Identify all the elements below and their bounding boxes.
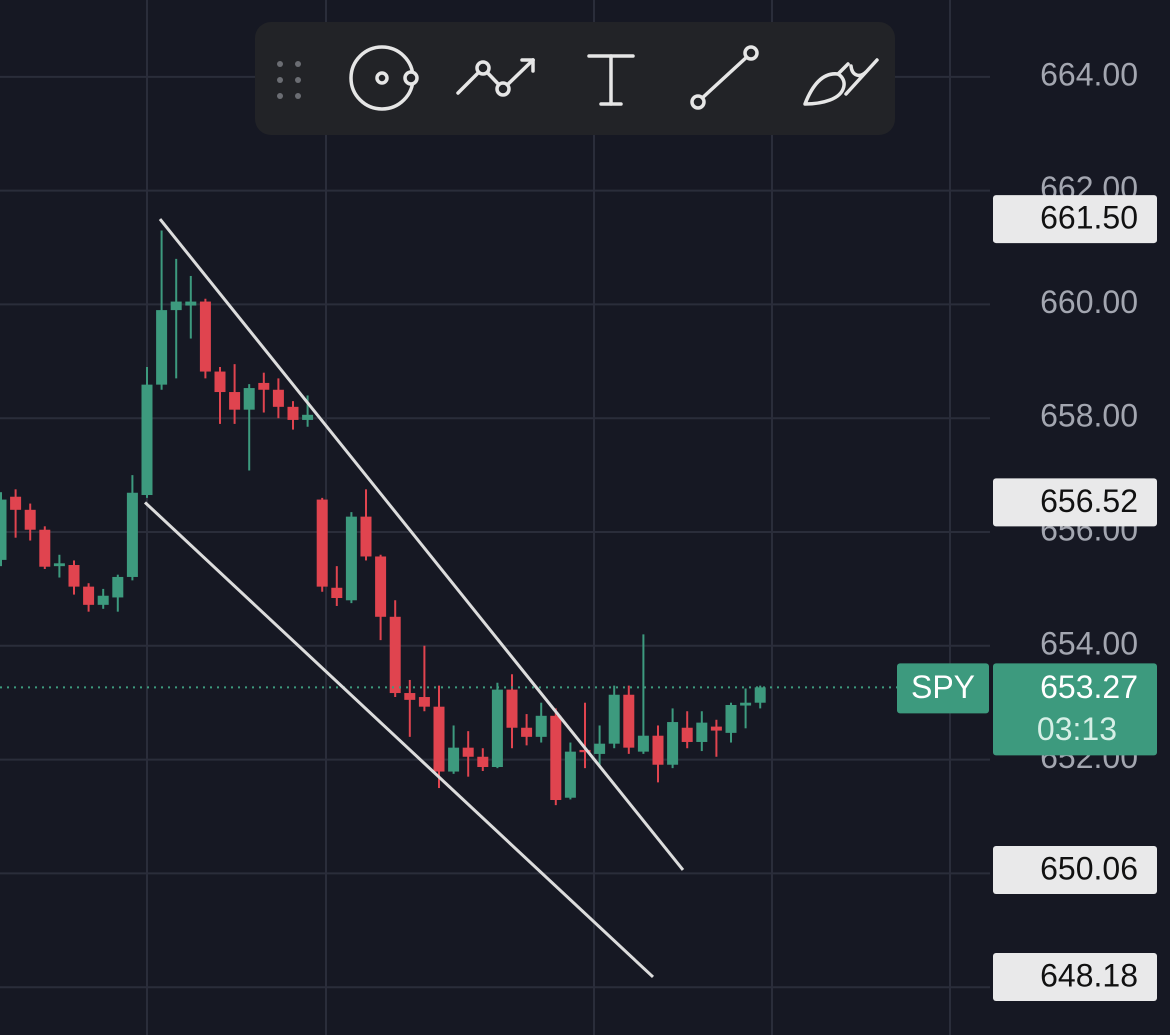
candle-body	[754, 687, 766, 703]
symbol-label: SPY	[911, 669, 975, 705]
candle-body	[740, 702, 752, 706]
candle-body	[0, 499, 7, 560]
drawings	[0, 218, 897, 979]
symbol-box	[897, 663, 989, 714]
candle-body	[550, 715, 562, 801]
line-tool[interactable]	[690, 45, 759, 110]
last-price-label: 653.27	[1040, 669, 1138, 705]
candle-body	[68, 565, 80, 587]
candle-body	[272, 389, 284, 407]
axis-labels: 648.00650.00652.00654.00656.00658.00660.…	[897, 56, 1157, 1003]
candle-body	[404, 693, 416, 700]
candle-body	[170, 301, 182, 311]
candle-body	[185, 301, 197, 306]
brush-tool[interactable]	[803, 58, 879, 106]
candle-body	[594, 743, 606, 754]
candle-body	[608, 694, 620, 744]
candle-body	[316, 499, 328, 587]
candle-body	[156, 310, 168, 385]
candle-body	[112, 576, 124, 598]
candle-body	[491, 689, 503, 768]
price-label-box	[993, 845, 1157, 894]
circle-tool[interactable]	[349, 45, 419, 111]
candle-body	[521, 727, 533, 737]
price-label: 656.52	[1040, 483, 1138, 519]
price-label: 648.18	[1040, 957, 1138, 993]
candle-body	[258, 382, 270, 390]
drawing-toolbar	[255, 22, 895, 135]
candle-body	[623, 694, 635, 748]
candle-body	[564, 751, 576, 798]
candle-body	[53, 563, 65, 567]
candle-body	[97, 595, 109, 605]
candle-body	[389, 616, 401, 694]
candle-body	[652, 735, 664, 765]
candle-body	[418, 697, 430, 707]
candle-body	[331, 587, 343, 599]
text-tool[interactable]	[587, 54, 635, 106]
price-label-box	[993, 478, 1157, 527]
y-tick-label: 664.00	[1040, 56, 1138, 92]
candle-body	[83, 586, 95, 605]
candle-body	[462, 747, 474, 757]
y-tick-label: 660.00	[1040, 284, 1138, 320]
y-tick-label: 658.00	[1040, 398, 1138, 434]
candle-body	[141, 384, 153, 496]
candle-body	[39, 529, 51, 567]
candle-body	[710, 726, 722, 731]
candle-body	[243, 388, 255, 410]
candle-body	[579, 749, 591, 753]
candle-body	[535, 715, 547, 737]
candles	[0, 230, 766, 806]
candle-body	[345, 516, 357, 601]
price-label-box	[993, 952, 1157, 1001]
price-label: 661.50	[1040, 200, 1138, 236]
y-tick-label: 654.00	[1040, 625, 1138, 661]
candle-body	[506, 689, 518, 728]
candle-body	[24, 509, 36, 530]
countdown-label: 03:13	[1037, 711, 1117, 747]
candle-body	[477, 756, 489, 768]
candle-body	[667, 722, 679, 765]
candle-body	[448, 747, 460, 772]
candle-body	[199, 301, 211, 372]
last-price-box	[993, 663, 1157, 756]
candle-body	[287, 406, 299, 420]
trend-line	[158, 218, 685, 871]
candle-body	[681, 727, 693, 742]
candle-body	[10, 496, 22, 510]
trend-line	[143, 501, 655, 979]
price-label: 650.06	[1040, 850, 1138, 886]
candle-body	[360, 516, 372, 557]
candle-body	[214, 371, 226, 393]
path-tool[interactable]	[456, 58, 535, 97]
candle-body	[637, 735, 649, 752]
candle-body	[302, 414, 314, 420]
candle-body	[229, 392, 241, 410]
candle-body	[433, 706, 445, 772]
candle-body	[725, 704, 737, 733]
candle-body	[696, 722, 708, 742]
drag-handle[interactable]	[277, 61, 301, 99]
candle-body	[126, 492, 138, 577]
candle-body	[375, 556, 387, 617]
price-label-box	[993, 195, 1157, 244]
